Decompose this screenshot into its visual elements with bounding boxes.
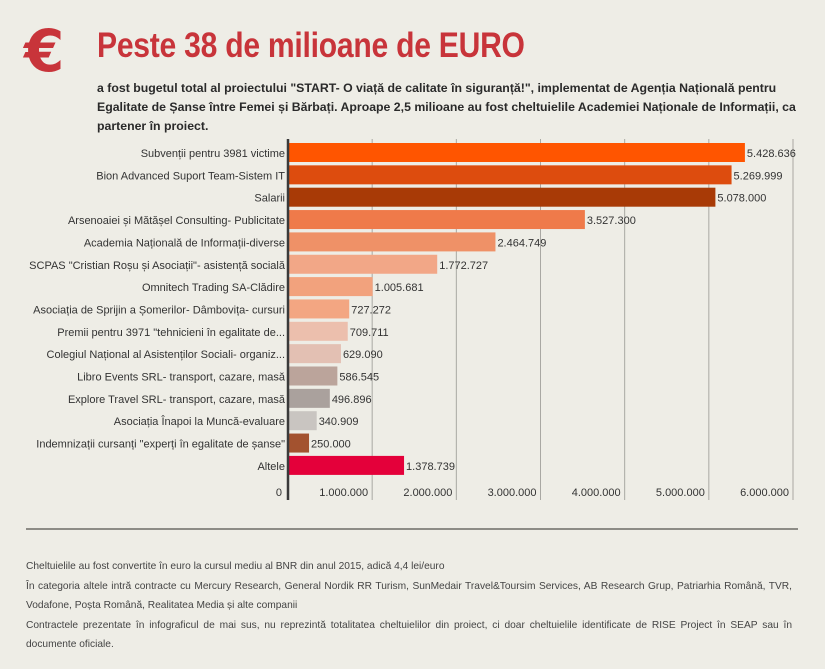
category-label: Salarii bbox=[254, 193, 285, 205]
footnotes: Cheltuielile au fost convertite în euro … bbox=[26, 557, 792, 655]
category-label: Explore Travel SRL- transport, cazare, m… bbox=[68, 394, 286, 406]
footnote-disclaimer: Contractele prezentate în infograficul d… bbox=[26, 619, 792, 651]
value-label: 496.896 bbox=[332, 394, 372, 406]
bar bbox=[288, 411, 317, 431]
category-labels: Subvenții pentru 3981 victime Bion Advanc… bbox=[29, 148, 286, 473]
bar bbox=[288, 366, 338, 386]
category-label: Arsenoaiei și Mătășel Consulting- Public… bbox=[68, 215, 285, 227]
value-label: 5.078.000 bbox=[717, 193, 766, 205]
page-subtitle: a fost bugetul total al proiectului "STA… bbox=[97, 81, 796, 133]
euro-icon: € bbox=[24, 17, 65, 85]
bar bbox=[288, 388, 330, 408]
footnote-conversion: Cheltuielile au fost convertite în euro … bbox=[26, 561, 445, 572]
category-label: Subvenții pentru 3981 victime bbox=[141, 148, 285, 160]
value-label: 2.464.749 bbox=[497, 237, 546, 249]
x-tick-label: 2.000.000 bbox=[403, 487, 452, 499]
bar bbox=[288, 299, 350, 319]
category-label: Premii pentru 3971 "tehnicieni în egalit… bbox=[57, 327, 285, 339]
value-label: 1.378.739 bbox=[406, 461, 455, 473]
value-label: 1.772.727 bbox=[439, 260, 488, 272]
value-labels: 5.428.636 5.269.999 5.078.000 3.527.300 2.46… bbox=[311, 148, 796, 473]
value-label: 5.428.636 bbox=[747, 148, 796, 160]
bar bbox=[288, 143, 745, 162]
bar bbox=[288, 277, 373, 297]
value-label: 5.269.999 bbox=[734, 170, 783, 182]
category-label: Libro Events SRL- transport, cazare, mas… bbox=[77, 372, 286, 384]
category-label: Asociația Înapoi la Muncă-evaluare bbox=[114, 415, 285, 428]
value-label: 1.005.681 bbox=[375, 282, 424, 294]
bar bbox=[288, 210, 585, 230]
value-label: 3.527.300 bbox=[587, 215, 636, 227]
x-tick-label: 4.000.000 bbox=[572, 487, 621, 499]
value-label: 629.090 bbox=[343, 349, 383, 361]
bar bbox=[288, 455, 405, 475]
bar bbox=[288, 187, 716, 207]
x-tick-label: 3.000.000 bbox=[488, 487, 537, 499]
category-label: Bion Advanced Suport Team-Sistem IT bbox=[96, 170, 285, 182]
category-label: Indemnizații cursanți "experți în egalit… bbox=[36, 439, 285, 451]
bar bbox=[288, 232, 496, 252]
category-label: Altele bbox=[257, 461, 285, 473]
x-tick-label: 1.000.000 bbox=[319, 487, 368, 499]
value-label: 250.000 bbox=[311, 439, 351, 451]
value-label: 727.272 bbox=[351, 304, 391, 316]
bar bbox=[288, 433, 310, 453]
x-tick-label: 0 bbox=[276, 487, 282, 499]
category-label: Omnitech Trading SA-Clădire bbox=[142, 282, 285, 294]
bar bbox=[288, 165, 732, 185]
footnote-others: În categoria altele intră contracte cu M… bbox=[26, 580, 792, 612]
value-label: 709.711 bbox=[350, 327, 389, 339]
bar bbox=[288, 344, 341, 364]
value-label: 340.909 bbox=[319, 416, 359, 428]
x-tick-label: 5.000.000 bbox=[656, 487, 705, 499]
category-label: Colegiul Național al Asistenților Social… bbox=[47, 349, 285, 361]
bars bbox=[288, 143, 745, 475]
x-tick-label: 6.000.000 bbox=[740, 487, 789, 499]
bar-chart: Subvenții pentru 3981 victime Bion Advanc… bbox=[29, 139, 796, 500]
value-label: 586.545 bbox=[339, 372, 379, 384]
bar bbox=[288, 321, 348, 341]
category-label: Academia Națională de Informații-diverse bbox=[84, 237, 285, 249]
divider bbox=[26, 528, 798, 530]
x-axis-ticks: 0 1.000.000 2.000.000 3.000.000 4.000.000 5.0… bbox=[276, 487, 789, 499]
category-label: Asociația de Sprijin a Șomerilor- Dâmbov… bbox=[33, 304, 285, 316]
page-title: Peste 38 de milioane de EURO bbox=[97, 26, 525, 65]
bar bbox=[288, 254, 438, 274]
category-label: SCPAS "Cristian Roșu și Asociații"- asis… bbox=[29, 260, 286, 272]
